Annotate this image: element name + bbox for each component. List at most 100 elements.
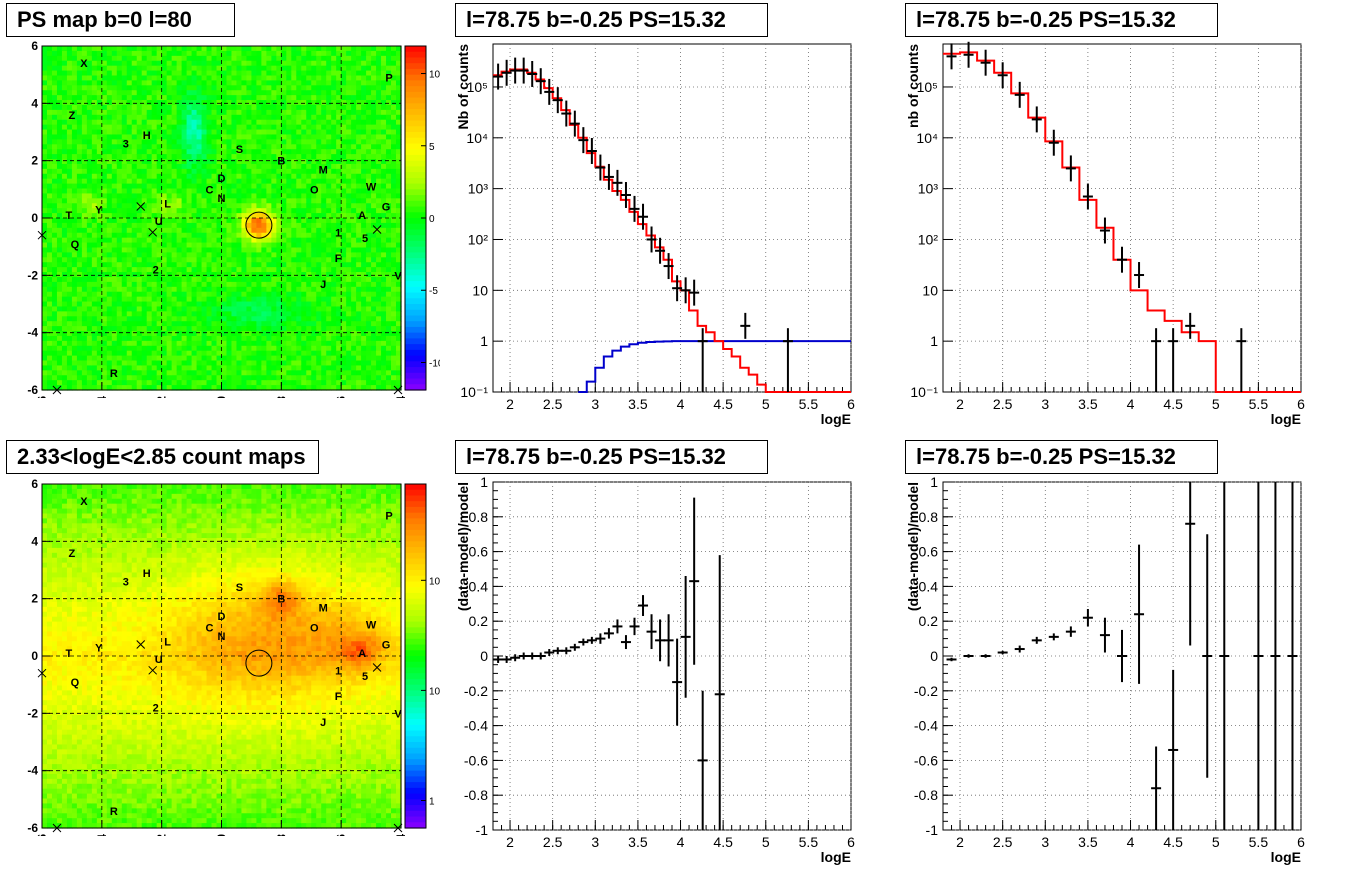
y-tick-label: 0.8 <box>469 509 489 525</box>
y-tick-label: -0.2 <box>464 683 488 699</box>
source-label: J <box>320 279 326 291</box>
x-tick-label: 6 <box>1297 396 1305 412</box>
source-label: G <box>382 202 391 214</box>
y-tick-label: -0.4 <box>914 718 938 734</box>
y-tick-label: -0.2 <box>914 683 938 699</box>
x-axis-label: logE <box>1271 849 1301 865</box>
x-tick-label: 5.5 <box>1249 834 1269 850</box>
y-tick-label: 10 <box>472 282 488 298</box>
residual-chart-2: 2 2.5 3 3.5 4 4.5 5 5.5 6 -1 -0.8 -0.6 -0.4 -0.2 0 0.2 0… <box>905 474 1305 865</box>
y-tick-label: 10 <box>922 282 938 298</box>
y-axis-label: nb of counts <box>905 44 921 128</box>
y-tick-label: 1 <box>930 333 938 349</box>
source-label: U <box>155 654 163 666</box>
y-tick-label: 0.6 <box>469 544 489 560</box>
x-tick-label: 3.5 <box>628 396 648 412</box>
x-tick-label: 6 <box>847 396 855 412</box>
y-tick-label: 10³ <box>468 181 489 197</box>
x-axis-label: logE <box>821 849 851 865</box>
source-label: F <box>335 253 342 265</box>
source-label: N <box>218 631 226 643</box>
source-label: Z <box>69 110 76 122</box>
map2-title: 2.33<logE<2.85 count maps <box>6 440 319 474</box>
cross-marker <box>372 663 382 672</box>
source-label: J <box>320 717 326 729</box>
y-tick-label: -6 <box>27 821 38 835</box>
source-label: U <box>155 216 163 228</box>
y-tick-label: -0.8 <box>914 787 938 803</box>
cross-marker <box>136 640 146 649</box>
y-tick-label: 0.6 <box>919 544 939 560</box>
x-tick-label: 2 <box>956 396 964 412</box>
source-label: P <box>385 511 392 523</box>
source-label: Y <box>95 204 103 216</box>
y-tick-label: 1 <box>480 474 488 490</box>
y-tick-label: 0 <box>930 648 938 664</box>
source-label: M <box>319 602 328 614</box>
x-axis-label: logE <box>1271 411 1301 427</box>
x-tick-label: 2.5 <box>993 834 1013 850</box>
source-label: B <box>277 156 285 168</box>
spectrum2-title: l=78.75 b=-0.25 PS=15.32 <box>905 3 1218 37</box>
x-tick-label: 4.5 <box>713 396 733 412</box>
x-tick-label: 4 <box>677 396 685 412</box>
source-circle <box>245 649 273 677</box>
color-bar-frame <box>404 483 427 829</box>
x-tick-label: 74 <box>394 834 408 836</box>
x-tick-label: 2 <box>506 396 514 412</box>
x-axis-label: logE <box>821 411 851 427</box>
source-label: F <box>335 691 342 703</box>
y-tick-label: 0.2 <box>919 613 939 629</box>
cross-marker <box>148 665 158 675</box>
y-tick-label: 0 <box>31 649 38 663</box>
y-tick-label: -2 <box>27 706 38 720</box>
source-label: X <box>80 496 88 508</box>
y-tick-label: 10⁻¹ <box>460 384 488 400</box>
y-tick-label: 6 <box>31 39 38 53</box>
y-tick-label: -1 <box>926 822 939 838</box>
y-tick-label: 0.4 <box>469 578 489 594</box>
color-bar-label: 10 <box>429 70 440 81</box>
source-label: A <box>358 210 366 222</box>
y-tick-label: -4 <box>27 326 38 340</box>
source-label: V <box>394 708 402 720</box>
x-tick-label: 3.5 <box>1078 396 1098 412</box>
source-label: M <box>319 164 328 176</box>
source-label: W <box>366 619 377 631</box>
cross-marker <box>148 227 158 237</box>
source-circle <box>245 211 273 239</box>
source-label: V <box>394 270 402 282</box>
x-tick-label: 82 <box>155 834 169 836</box>
source-label: 5 <box>362 233 368 245</box>
y-axis-label: (data-model)/model <box>455 482 471 611</box>
spectrum-chart-1: 2 2.5 3 3.5 4 4.5 5 5.5 6 10⁻¹ 1 10 10² 10³ 10⁴ 10⁵ logE… <box>455 43 855 427</box>
x-tick-label: 78 <box>274 396 288 398</box>
x-tick-label: 5 <box>762 834 770 850</box>
y-tick-label: 10² <box>918 231 939 247</box>
source-label: B <box>277 594 285 606</box>
y-tick-label: 10⁴ <box>916 130 938 146</box>
x-tick-label: 3 <box>1041 834 1049 850</box>
x-tick-label: 5 <box>1212 396 1220 412</box>
source-label: L <box>164 637 171 649</box>
x-tick-label: 78 <box>274 834 288 836</box>
source-label: X <box>80 58 88 70</box>
source-label: 3 <box>123 576 129 588</box>
count-map-chart: 86 84 82 80 78 76 74 -6 -4 -2 0 2 4 6 10² 10 1 X P Z 3 H S B M D W… <box>27 477 440 836</box>
x-tick-label: 3 <box>1041 396 1049 412</box>
source-label: T <box>66 648 73 660</box>
spectrum1-title: l=78.75 b=-0.25 PS=15.32 <box>455 3 768 37</box>
x-tick-label: 84 <box>95 834 109 836</box>
y-axis-label: Nb of counts <box>455 44 471 130</box>
y-tick-label: -4 <box>27 764 38 778</box>
source-label: D <box>218 611 226 623</box>
source-label: 3 <box>123 138 129 150</box>
y-tick-label: 10⁵ <box>917 79 938 95</box>
source-label: C <box>206 622 214 634</box>
spectrum-chart-2: 2 2.5 3 3.5 4 4.5 5 5.5 6 10⁻¹ 1 10 10² 10³ 10⁴ 10⁵ logE… <box>905 41 1305 427</box>
x-tick-label: 84 <box>95 396 109 398</box>
source-label: O <box>310 622 319 634</box>
source-label: Q <box>71 239 80 251</box>
residual2-title: l=78.75 b=-0.25 PS=15.32 <box>905 440 1218 474</box>
source-label: Y <box>95 642 103 654</box>
